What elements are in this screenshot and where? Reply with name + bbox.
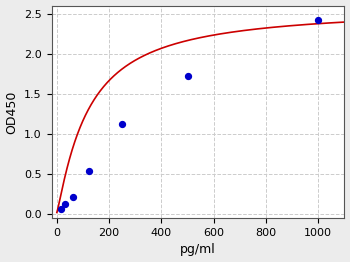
Point <box>70 194 76 199</box>
X-axis label: pg/ml: pg/ml <box>180 243 216 256</box>
Point <box>119 122 125 126</box>
Point <box>58 206 64 211</box>
Y-axis label: OD450: OD450 <box>6 90 19 134</box>
Point <box>62 202 68 206</box>
Point <box>315 18 321 22</box>
Point <box>185 74 190 78</box>
Point <box>87 169 92 173</box>
